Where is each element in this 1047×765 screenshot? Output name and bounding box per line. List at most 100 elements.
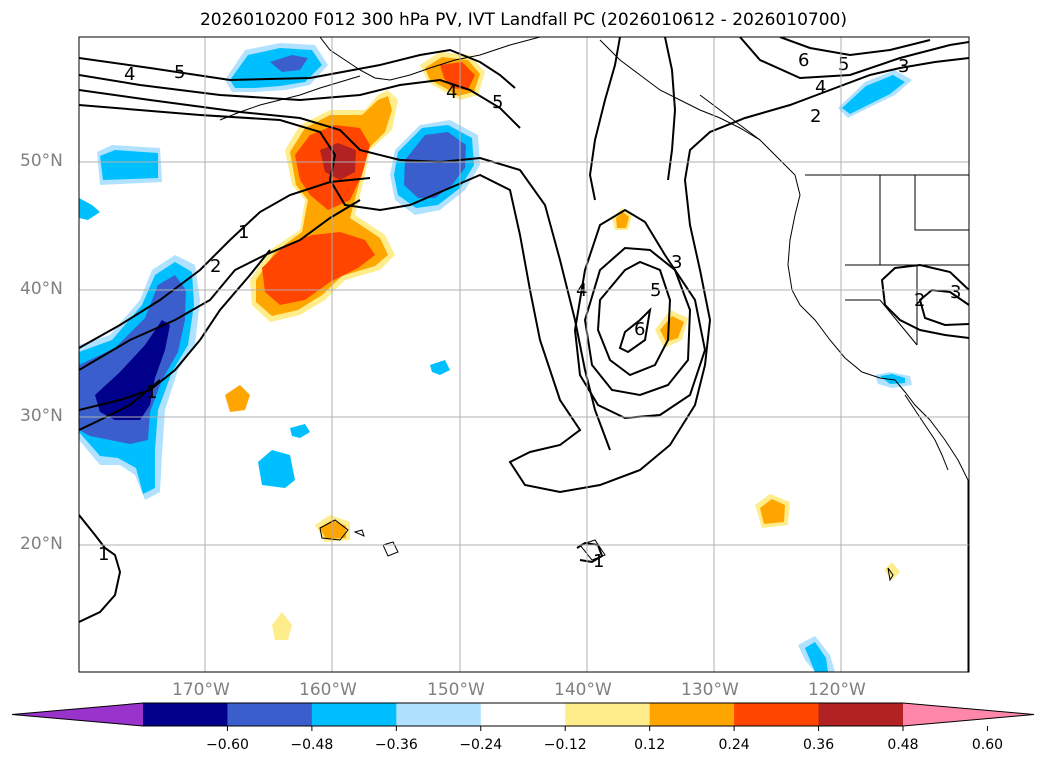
- baja-coast: [904, 394, 949, 471]
- lat-label: 50°N: [20, 151, 63, 171]
- neg-shade-bc: [842, 75, 905, 114]
- lon-label: 150°W: [427, 680, 485, 700]
- colorbar-extend-min: [12, 703, 143, 726]
- neg-shade-north-inner: [270, 55, 308, 72]
- colorbar-segment: [227, 703, 313, 726]
- contour-label: 4: [124, 64, 135, 85]
- contour-line-15: [739, 37, 969, 80]
- contour-line-1: [79, 48, 516, 89]
- colorbar-tick-label: 0.48: [887, 737, 919, 753]
- colorbar-segment: [818, 703, 904, 726]
- contour-label: 3: [671, 252, 682, 273]
- contour-line-20: [576, 541, 604, 564]
- pos-shade-c-mid: [616, 212, 629, 228]
- contour-line-5: [79, 177, 371, 349]
- contour-label: 5: [174, 62, 185, 83]
- neg-shade-w50-mid: [100, 150, 158, 180]
- contour-label: 1: [146, 382, 157, 403]
- colorbar-segment: [480, 703, 566, 726]
- contour-label: 3: [898, 56, 909, 77]
- na-coastline: [699, 94, 969, 672]
- neg-shade-west-core: [95, 320, 170, 420]
- contour-label: 2: [810, 106, 821, 127]
- neg-shade-hi2: [290, 424, 310, 438]
- contour-line-7: [79, 249, 271, 411]
- contour-label: 1: [593, 551, 604, 572]
- pos-shade-e-mid: [760, 499, 785, 524]
- contour-line-14: [664, 37, 677, 181]
- coastline-layer: [219, 37, 969, 672]
- colorbar-tick-label: 0.12: [634, 737, 666, 753]
- contour-label: 4: [815, 77, 826, 98]
- contour-label: 1: [238, 222, 249, 243]
- map-frame: [78, 36, 970, 673]
- contour-label: 5: [838, 54, 849, 75]
- colorbar-tick-label: −0.60: [205, 737, 249, 753]
- contour-label-layer: 4 5 4 5 6 5 4 3 2 1 2 1 4 5 6 3 2 3 1 1: [98, 50, 961, 572]
- lat-label: 20°N: [20, 534, 63, 554]
- neg-shade-baja-mid: [880, 374, 905, 384]
- contour-line-13: [588, 37, 621, 201]
- pos-shade-a: [225, 385, 250, 412]
- colorbar-tick-label: 0.60: [971, 737, 1004, 753]
- map-area: [79, 37, 969, 672]
- contour-line-10: [596, 260, 672, 377]
- neg-shade-se-mid: [805, 642, 828, 672]
- lat-label: 30°N: [20, 406, 63, 426]
- colorbar-segment: [311, 703, 397, 726]
- contour-line-11: [583, 246, 692, 397]
- neg-shade-gulf-inner: [404, 132, 466, 198]
- small-island-1: [579, 539, 606, 561]
- alaska-coast: [319, 37, 541, 81]
- contour-label: 3: [950, 282, 961, 303]
- aleutian-chain: [219, 75, 361, 121]
- pos-shade-d-mid: [660, 316, 684, 342]
- colorbar-tick-label: −0.48: [290, 737, 334, 753]
- colorbar-tick-label: −0.24: [459, 737, 503, 753]
- contour-line-18: [918, 288, 969, 327]
- colorbar-segment: [565, 703, 651, 726]
- contour-label: 2: [914, 290, 925, 311]
- colorbar-segment: [734, 703, 820, 726]
- alaska-panhandle: [599, 39, 761, 141]
- map-title: 2026010200 F012 300 hPa PV, IVT Landfall…: [199, 10, 847, 30]
- contour-line-9: [618, 307, 652, 354]
- small-island-2: [887, 567, 894, 582]
- colorbar-tick-label: −0.12: [543, 737, 587, 753]
- contour-line-4: [79, 57, 969, 494]
- neg-shade-hi1: [258, 450, 295, 488]
- colorbar-segment: [396, 703, 482, 726]
- colorbar-segment: [649, 703, 735, 726]
- contour-label: 6: [798, 50, 809, 71]
- colorbar-extend-max: [903, 703, 1034, 726]
- contour-line-8: [79, 379, 161, 431]
- neg-shade-mid: [430, 360, 450, 375]
- contour-line-19: [79, 514, 122, 623]
- contour-label: 5: [492, 92, 503, 113]
- pos-shade-f: [272, 612, 292, 640]
- colorbar-outline: [11, 702, 1035, 727]
- colorbar-tick-label: 0.24: [718, 737, 750, 753]
- contour-label: 2: [210, 256, 221, 277]
- lon-label: 120°W: [808, 680, 866, 700]
- lon-label: 160°W: [299, 680, 357, 700]
- contour-label: 4: [446, 82, 457, 103]
- contour-line-12: [573, 208, 707, 420]
- state-lines: [845, 175, 969, 346]
- contour-line-17: [880, 263, 969, 339]
- lon-label: 170°W: [172, 680, 230, 700]
- colorbar-segment: [143, 703, 228, 726]
- lat-label: 40°N: [20, 279, 63, 299]
- neg-shade-edge: [79, 198, 100, 220]
- colorbar: [11, 702, 1035, 731]
- contour-line-2: [79, 74, 521, 129]
- pos-shade-g: [884, 562, 900, 580]
- gridlines: [79, 37, 969, 672]
- pos-shade-south-red: [262, 232, 375, 305]
- colorbar-tick-label: −0.36: [374, 737, 418, 753]
- contour-label: 1: [98, 544, 109, 565]
- contour-label: 6: [634, 319, 645, 340]
- lon-label: 130°W: [681, 680, 739, 700]
- contour-line-6: [79, 199, 361, 371]
